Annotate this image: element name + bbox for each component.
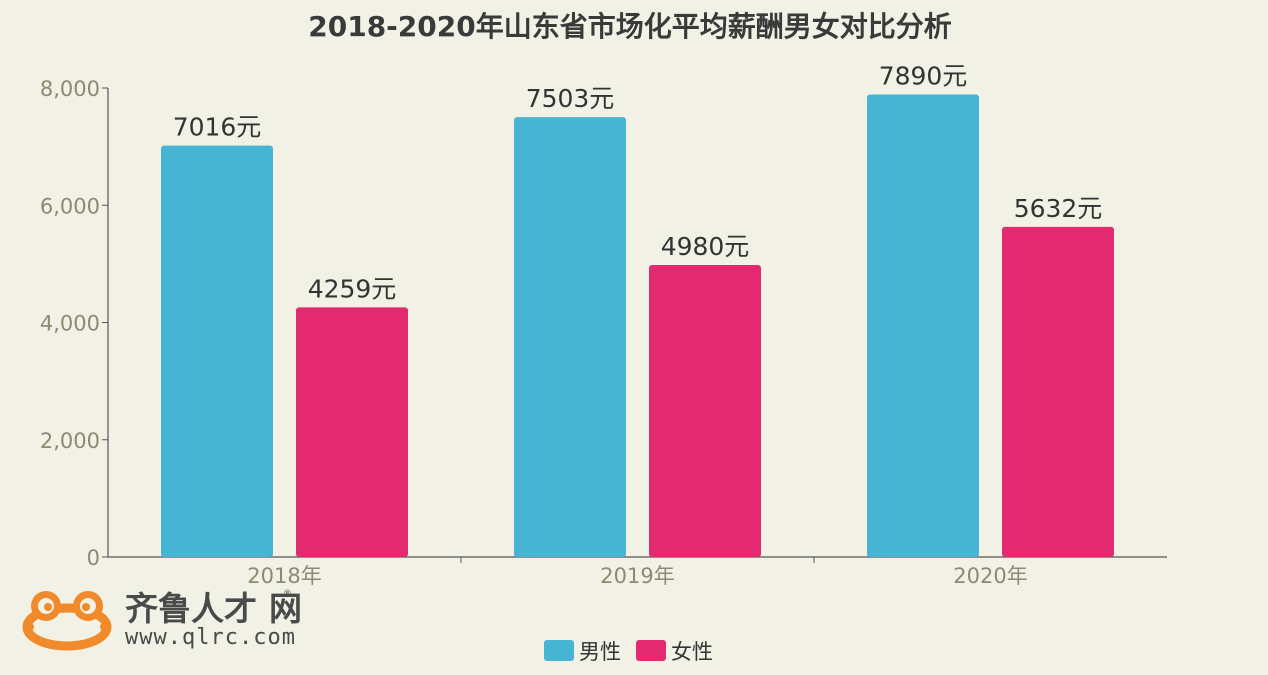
watermark-url: www.qlrc.com <box>125 625 296 650</box>
watermark-logo: 齐鲁人才网 ® www.qlrc.com <box>22 589 302 651</box>
legend: 男性 女性 <box>544 640 713 664</box>
x-axis: 2018年 2019年 2020年 <box>108 556 1167 588</box>
frog-logo-icon <box>22 591 112 651</box>
y-axis: 0 2,000 4,000 6,000 8,000 <box>40 77 109 570</box>
watermark-name: 齐鲁人才网 <box>125 589 302 628</box>
bar-data-label: 4980元 <box>661 232 750 261</box>
bar-male <box>161 145 273 557</box>
x-category-label: 2019年 <box>600 564 674 588</box>
legend-swatch-male <box>544 640 574 661</box>
bar-female <box>296 307 408 557</box>
bar-data-label: 7016元 <box>173 113 262 142</box>
bar-male <box>514 117 626 557</box>
watermark-name-suffix: 网 <box>269 589 302 628</box>
x-category-label: 2020年 <box>953 564 1027 588</box>
bar-data-label: 7890元 <box>879 61 968 90</box>
bar-data-label: 5632元 <box>1014 194 1103 223</box>
y-tick-label: 0 <box>87 546 100 570</box>
bar-data-label: 4259元 <box>308 274 397 303</box>
chart-title: 2018-2020年山东省市场化平均薪酬男女对比分析 <box>308 10 951 43</box>
bar-female <box>1002 226 1114 557</box>
watermark-registered-mark: ® <box>283 589 292 599</box>
bar-male <box>867 94 979 557</box>
y-tick-label: 6,000 <box>40 194 100 218</box>
y-tick-label: 2,000 <box>40 429 100 453</box>
legend-swatch-female <box>636 640 666 661</box>
x-category-label: 2018年 <box>247 564 321 588</box>
y-tick-label: 8,000 <box>40 77 100 101</box>
bar-data-label: 7503元 <box>526 84 615 113</box>
y-tick-label: 4,000 <box>40 312 100 336</box>
legend-label-male: 男性 <box>579 640 621 664</box>
legend-label-female: 女性 <box>671 640 713 664</box>
data-label-group: 7016元 4259元 7503元 4980元 7890元 5632元 <box>173 61 1103 303</box>
bar-female <box>649 265 761 557</box>
watermark-name-main: 齐鲁人才 <box>125 589 257 628</box>
bar-series-group <box>161 94 1114 557</box>
